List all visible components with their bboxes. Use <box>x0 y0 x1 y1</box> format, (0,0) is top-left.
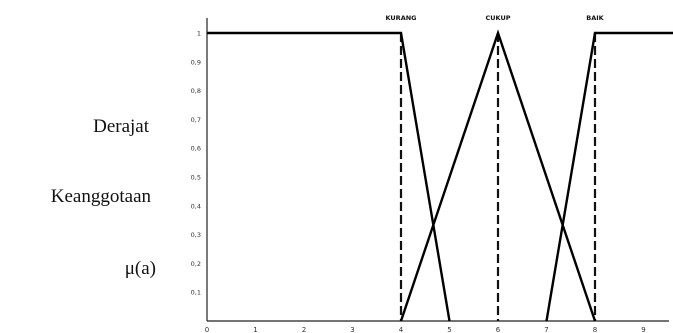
y-tick-label: 0,3 <box>191 231 201 239</box>
y-tick-label: 0,9 <box>191 58 201 66</box>
y-tick-label: 0,4 <box>191 202 201 210</box>
x-tick-label: 8 <box>593 326 597 333</box>
x-tick-label: 7 <box>544 326 548 333</box>
y-tick-label: 0,7 <box>191 116 201 124</box>
y-tick-label: 0,1 <box>191 289 201 297</box>
series-line-baik <box>545 31 673 322</box>
y-tick-label: 0,8 <box>191 87 201 95</box>
x-tick-label: 3 <box>350 326 354 333</box>
y-tick-label: 0,5 <box>191 174 201 182</box>
series-name-label: CUKUP <box>485 14 510 22</box>
x-tick-label: 9 <box>641 326 645 333</box>
x-tick-label: 2 <box>302 326 306 333</box>
y-axis-label-line-2: Keanggotaan <box>50 186 151 207</box>
series-line-kurang <box>207 31 451 322</box>
series-name-label: KURANG <box>385 14 416 22</box>
x-tick-label: 6 <box>496 326 501 333</box>
y-tick-label: 1 <box>197 30 201 38</box>
x-tick-label: 4 <box>399 326 404 333</box>
x-tick-label: 5 <box>447 326 451 333</box>
y-tick-label: 0,6 <box>191 145 201 153</box>
y-axis-label-line-1: Derajat <box>93 116 149 137</box>
series-name-label: BAIK <box>586 14 604 22</box>
x-tick-label: 1 <box>253 326 257 333</box>
y-tick-label: 0,2 <box>191 260 201 268</box>
y-axis-label-line-3: μ(a) <box>124 258 156 279</box>
x-tick-label: 0 <box>205 326 209 333</box>
